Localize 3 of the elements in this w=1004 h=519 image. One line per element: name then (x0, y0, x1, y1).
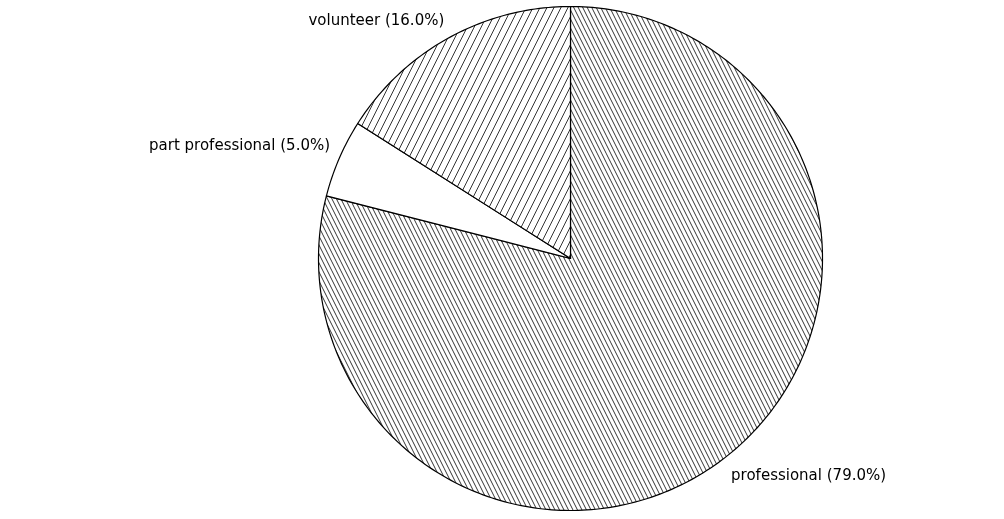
slice-label: volunteer (16.0%) (308, 10, 445, 29)
slice-label: professional (79.0%) (731, 465, 887, 484)
slice-label: part professional (5.0%) (149, 136, 331, 155)
